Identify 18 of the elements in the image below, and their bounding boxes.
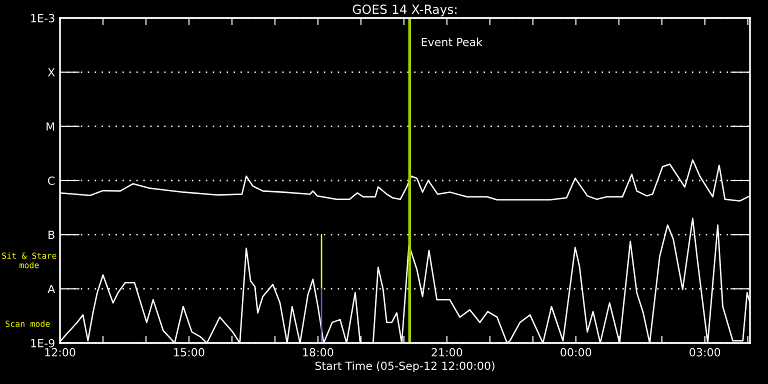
x-tick-label: 12:00 xyxy=(45,348,76,356)
y-tick-label: 1E-3 xyxy=(31,14,54,22)
chart-title: GOES 14 X-Rays: xyxy=(352,4,456,16)
y-tick-label: C xyxy=(48,176,55,185)
x-tick-label: 03:00 xyxy=(690,348,720,356)
x-tick-label: 21:00 xyxy=(432,348,462,356)
y-tick-label: M xyxy=(46,122,54,131)
x-tick-label: 18:00 xyxy=(303,348,334,356)
x-axis-title: Start Time (05-Sep-12 12:00:00) xyxy=(315,361,494,372)
text: Scan mode xyxy=(6,320,50,327)
x-tick-label: 00:00 xyxy=(560,348,592,356)
x-tick-label: 15:00 xyxy=(174,348,204,356)
text: Sit & Stare mode xyxy=(2,252,56,268)
y-tick-label: A xyxy=(48,284,56,294)
ref-line-label: Event Peak xyxy=(422,38,482,46)
y-tick-label: B xyxy=(48,230,54,239)
y-tick-label: 1E-9 xyxy=(31,338,54,348)
y-tick-label: X xyxy=(48,68,55,76)
